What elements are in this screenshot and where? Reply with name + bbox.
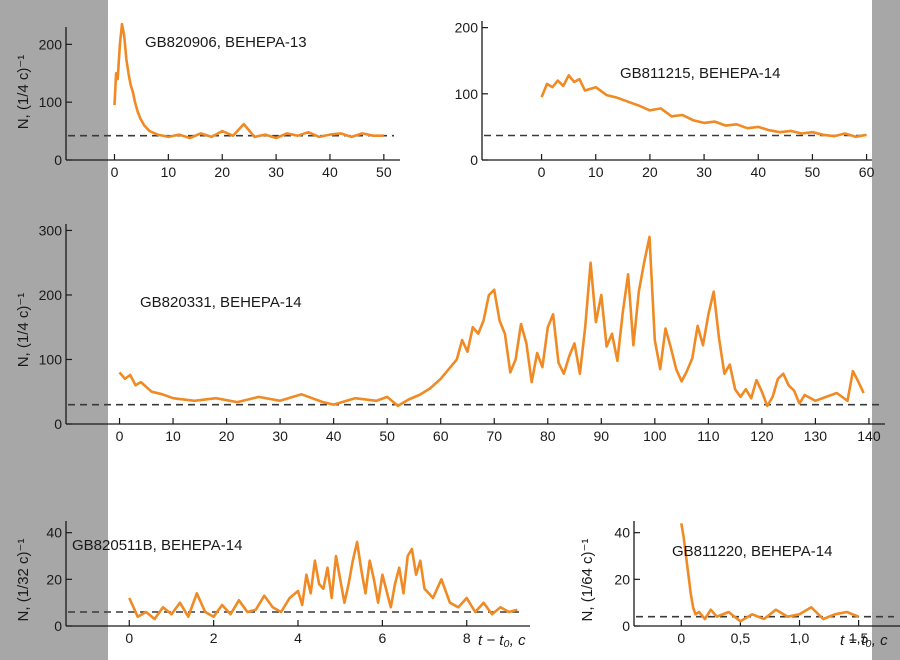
y-axis-label: N, (1/64 c)⁻¹ — [579, 539, 596, 622]
x-tick-label: 40 — [322, 164, 338, 180]
x-tick-label: 80 — [540, 428, 556, 444]
x-tick-label: 50 — [805, 164, 821, 180]
count-rate-line-gb820906 — [113, 22, 384, 140]
y-tick-label: 0 — [54, 618, 62, 634]
chart-title: GB820331, ВЕНЕРА-14 — [140, 294, 302, 311]
y-tick-label: 200 — [39, 36, 63, 52]
x-axis-label: t − t₀, c — [840, 632, 888, 649]
count-rate-line-gb811220 — [680, 523, 860, 623]
y-tick-label: 20 — [46, 571, 62, 587]
x-tick-label: 0 — [111, 164, 119, 180]
chart-panel-gb820906: 0 100 200 0 10 20 30 40 50 GB820906, ВЕНЕРА-13 N, … — [15, 22, 400, 180]
right-gray-panel — [872, 0, 900, 660]
chart-panel-gb811220: 0 20 40 0 0,5 1,0 1,5 GB811220, ВЕНЕРА-14 N, (1/… — [579, 521, 900, 649]
count-rate-line-gb820511b — [128, 540, 518, 621]
x-tick-label: 8 — [463, 630, 471, 646]
x-tick-label: 60 — [859, 164, 875, 180]
x-tick-label: 0 — [125, 630, 133, 646]
x-tick-label: 0 — [538, 164, 546, 180]
x-tick-label: 130 — [804, 428, 828, 444]
x-tick-label: 1,0 — [790, 630, 810, 646]
x-tick-label: 30 — [272, 428, 288, 444]
y-tick-label: 0 — [470, 152, 478, 168]
x-tick-label: 120 — [750, 428, 774, 444]
chart-panel-gb820331: 0 100 200 300 0 10 20 30 40 50 60 70 80 90 100 110 120 13… — [15, 222, 885, 444]
x-tick-label: 50 — [376, 164, 392, 180]
x-tick-label: 4 — [294, 630, 302, 646]
chart-title: GB820906, ВЕНЕРА-13 — [145, 34, 307, 51]
y-tick-label: 0 — [54, 416, 62, 432]
left-gray-panel — [0, 0, 108, 660]
count-rate-line-gb811215 — [540, 74, 867, 139]
y-axis-label: N, (1/4 c)⁻¹ — [15, 55, 32, 130]
y-tick-label: 20 — [614, 571, 630, 587]
y-tick-label: 0 — [54, 152, 62, 168]
x-tick-label: 110 — [697, 428, 720, 444]
y-tick-label: 40 — [46, 525, 62, 541]
x-tick-label: 1,5 — [849, 630, 869, 646]
x-tick-label: 40 — [750, 164, 766, 180]
x-tick-label: 0 — [116, 428, 124, 444]
x-tick-label: 30 — [696, 164, 712, 180]
y-tick-label: 100 — [39, 94, 63, 110]
y-tick-label: 40 — [614, 525, 630, 541]
x-tick-label: 6 — [378, 630, 386, 646]
y-tick-label: 0 — [622, 618, 630, 634]
x-tick-label: 70 — [486, 428, 502, 444]
x-tick-label: 90 — [594, 428, 610, 444]
y-tick-label: 100 — [39, 351, 63, 367]
x-tick-label: 20 — [219, 428, 235, 444]
y-tick-label: 200 — [39, 287, 63, 303]
x-tick-label: 40 — [326, 428, 342, 444]
y-tick-label: 100 — [455, 86, 479, 102]
x-tick-label: 20 — [642, 164, 658, 180]
chart-title: GB811215, ВЕНЕРА-14 — [620, 65, 780, 82]
y-axis-label: N, (1/32 c)⁻¹ — [15, 539, 32, 622]
y-tick-label: 200 — [455, 20, 479, 36]
x-tick-label: 2 — [210, 630, 218, 646]
x-tick-label: 10 — [161, 164, 177, 180]
y-tick-label: 300 — [39, 222, 63, 238]
x-tick-label: 140 — [857, 428, 881, 444]
chart-title: GB811220, ВЕНЕРА-14 — [672, 543, 832, 560]
x-tick-label: 0,5 — [731, 630, 751, 646]
chart-panel-gb811215: 0 100 200 0 10 20 30 40 50 60 GB811215, ВЕНЕРА-14 — [455, 20, 875, 180]
x-tick-label: 10 — [165, 428, 181, 444]
x-tick-label: 50 — [379, 428, 395, 444]
count-rate-line-gb820331 — [118, 235, 865, 408]
chart-panel-gb820511b: 0 20 40 0 2 4 6 8 GB820511B, ВЕНЕРА-14 N, (1/32 c… — [15, 521, 530, 649]
chart-title: GB820511B, ВЕНЕРА-14 — [72, 537, 243, 554]
x-tick-label: 10 — [588, 164, 604, 180]
x-tick-label: 60 — [433, 428, 449, 444]
x-axis-label: t − t₀, c — [478, 632, 526, 649]
x-tick-label: 20 — [214, 164, 230, 180]
y-axis-label: N, (1/4 c)⁻¹ — [15, 293, 32, 368]
x-tick-label: 30 — [268, 164, 284, 180]
x-tick-label: 0 — [677, 630, 685, 646]
x-tick-label: 100 — [643, 428, 667, 444]
